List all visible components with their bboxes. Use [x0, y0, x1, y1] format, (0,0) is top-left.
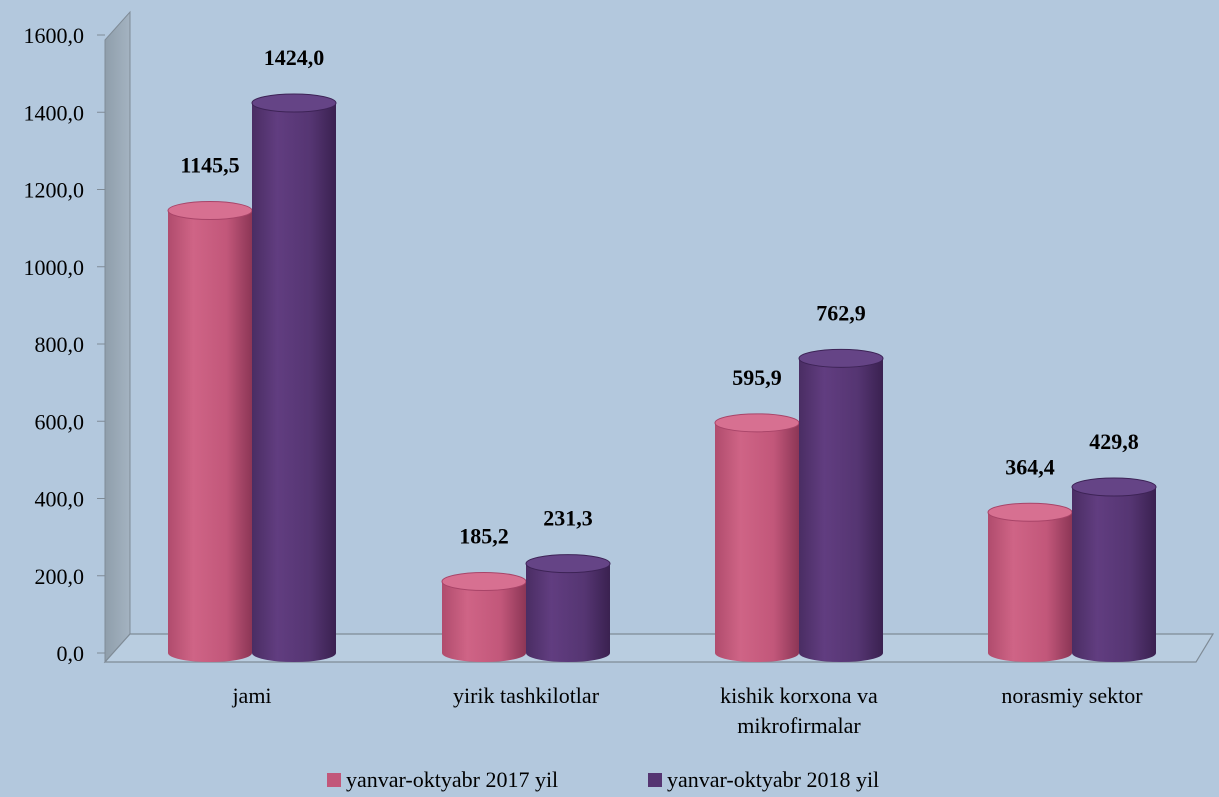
x-category-label: kishik korxona va mikrofirmalar [720, 683, 878, 738]
bar-body [799, 358, 883, 662]
bar-top [441, 571, 527, 591]
legend-label: yanvar-oktyabr 2017 yil [346, 767, 558, 792]
y-tick-label: 400,0 [35, 487, 85, 512]
y-tick-label: 600,0 [35, 409, 85, 434]
bar-top [167, 201, 253, 221]
bar-2018 [525, 554, 611, 662]
data-label: 1424,0 [264, 45, 325, 70]
y-tick-label: 1000,0 [24, 255, 85, 280]
chart-legend: yanvar-oktyabr 2017 yil yanvar-oktyabr 20… [327, 767, 879, 792]
x-category-label: norasmiy sektor [1001, 683, 1143, 708]
x-axis: jami yirik tashkilotlar kishik korxona va m… [231, 683, 1143, 738]
data-labels: 1145,5 185,2 595,9 364,4 1424,0 231,3 762,9 429… [180, 45, 1138, 548]
side-wall [104, 10, 131, 664]
bar-body [252, 102, 336, 663]
bar-top [525, 554, 611, 574]
y-tick-label: 1200,0 [24, 178, 85, 203]
bar-body [988, 512, 1072, 662]
data-label: 185,2 [459, 523, 509, 548]
legend-swatch [648, 773, 662, 787]
bar-2017 [714, 413, 800, 662]
bar-2017 [987, 502, 1073, 662]
legend-swatch [327, 773, 341, 787]
bar-2017 [167, 201, 253, 662]
bar-top [251, 93, 337, 113]
y-tick-label: 1600,0 [24, 23, 85, 48]
data-label: 1145,5 [180, 153, 239, 178]
data-label: 595,9 [732, 365, 782, 390]
bar-body [168, 210, 252, 662]
bar-series [167, 93, 1157, 663]
bar-2017 [441, 571, 527, 662]
floor [103, 633, 1215, 663]
data-label: 364,4 [1005, 454, 1055, 479]
bar-2018 [1071, 477, 1157, 662]
chart-walls [103, 10, 1215, 664]
bar-top [987, 502, 1073, 522]
legend-label: yanvar-oktyabr 2018 yil [667, 767, 879, 792]
bar-top [1071, 477, 1157, 497]
y-axis: 0,0 200,0 400,0 600,0 800,0 1000,0 1200,0 1400,… [24, 23, 105, 666]
bar-body [442, 581, 526, 662]
bar-2018 [251, 93, 337, 663]
legend-item-2017: yanvar-oktyabr 2017 yil [327, 767, 558, 792]
y-tick-label: 800,0 [35, 332, 85, 357]
bar-body [526, 563, 610, 662]
bar-body [715, 422, 799, 662]
data-label: 429,8 [1089, 429, 1139, 454]
bar-body [1072, 486, 1156, 662]
x-category-label: jami [231, 683, 271, 708]
bar-2018 [798, 348, 884, 662]
bar-top [798, 348, 884, 368]
y-tick-label: 0,0 [57, 641, 85, 666]
legend-item-2018: yanvar-oktyabr 2018 yil [648, 767, 879, 792]
bar-top [714, 413, 800, 433]
data-label: 231,3 [543, 506, 593, 531]
x-category-label: yirik tashkilotlar [453, 683, 600, 708]
y-tick-label: 1400,0 [24, 100, 85, 125]
data-label: 762,9 [816, 300, 866, 325]
y-tick-label: 200,0 [35, 564, 85, 589]
